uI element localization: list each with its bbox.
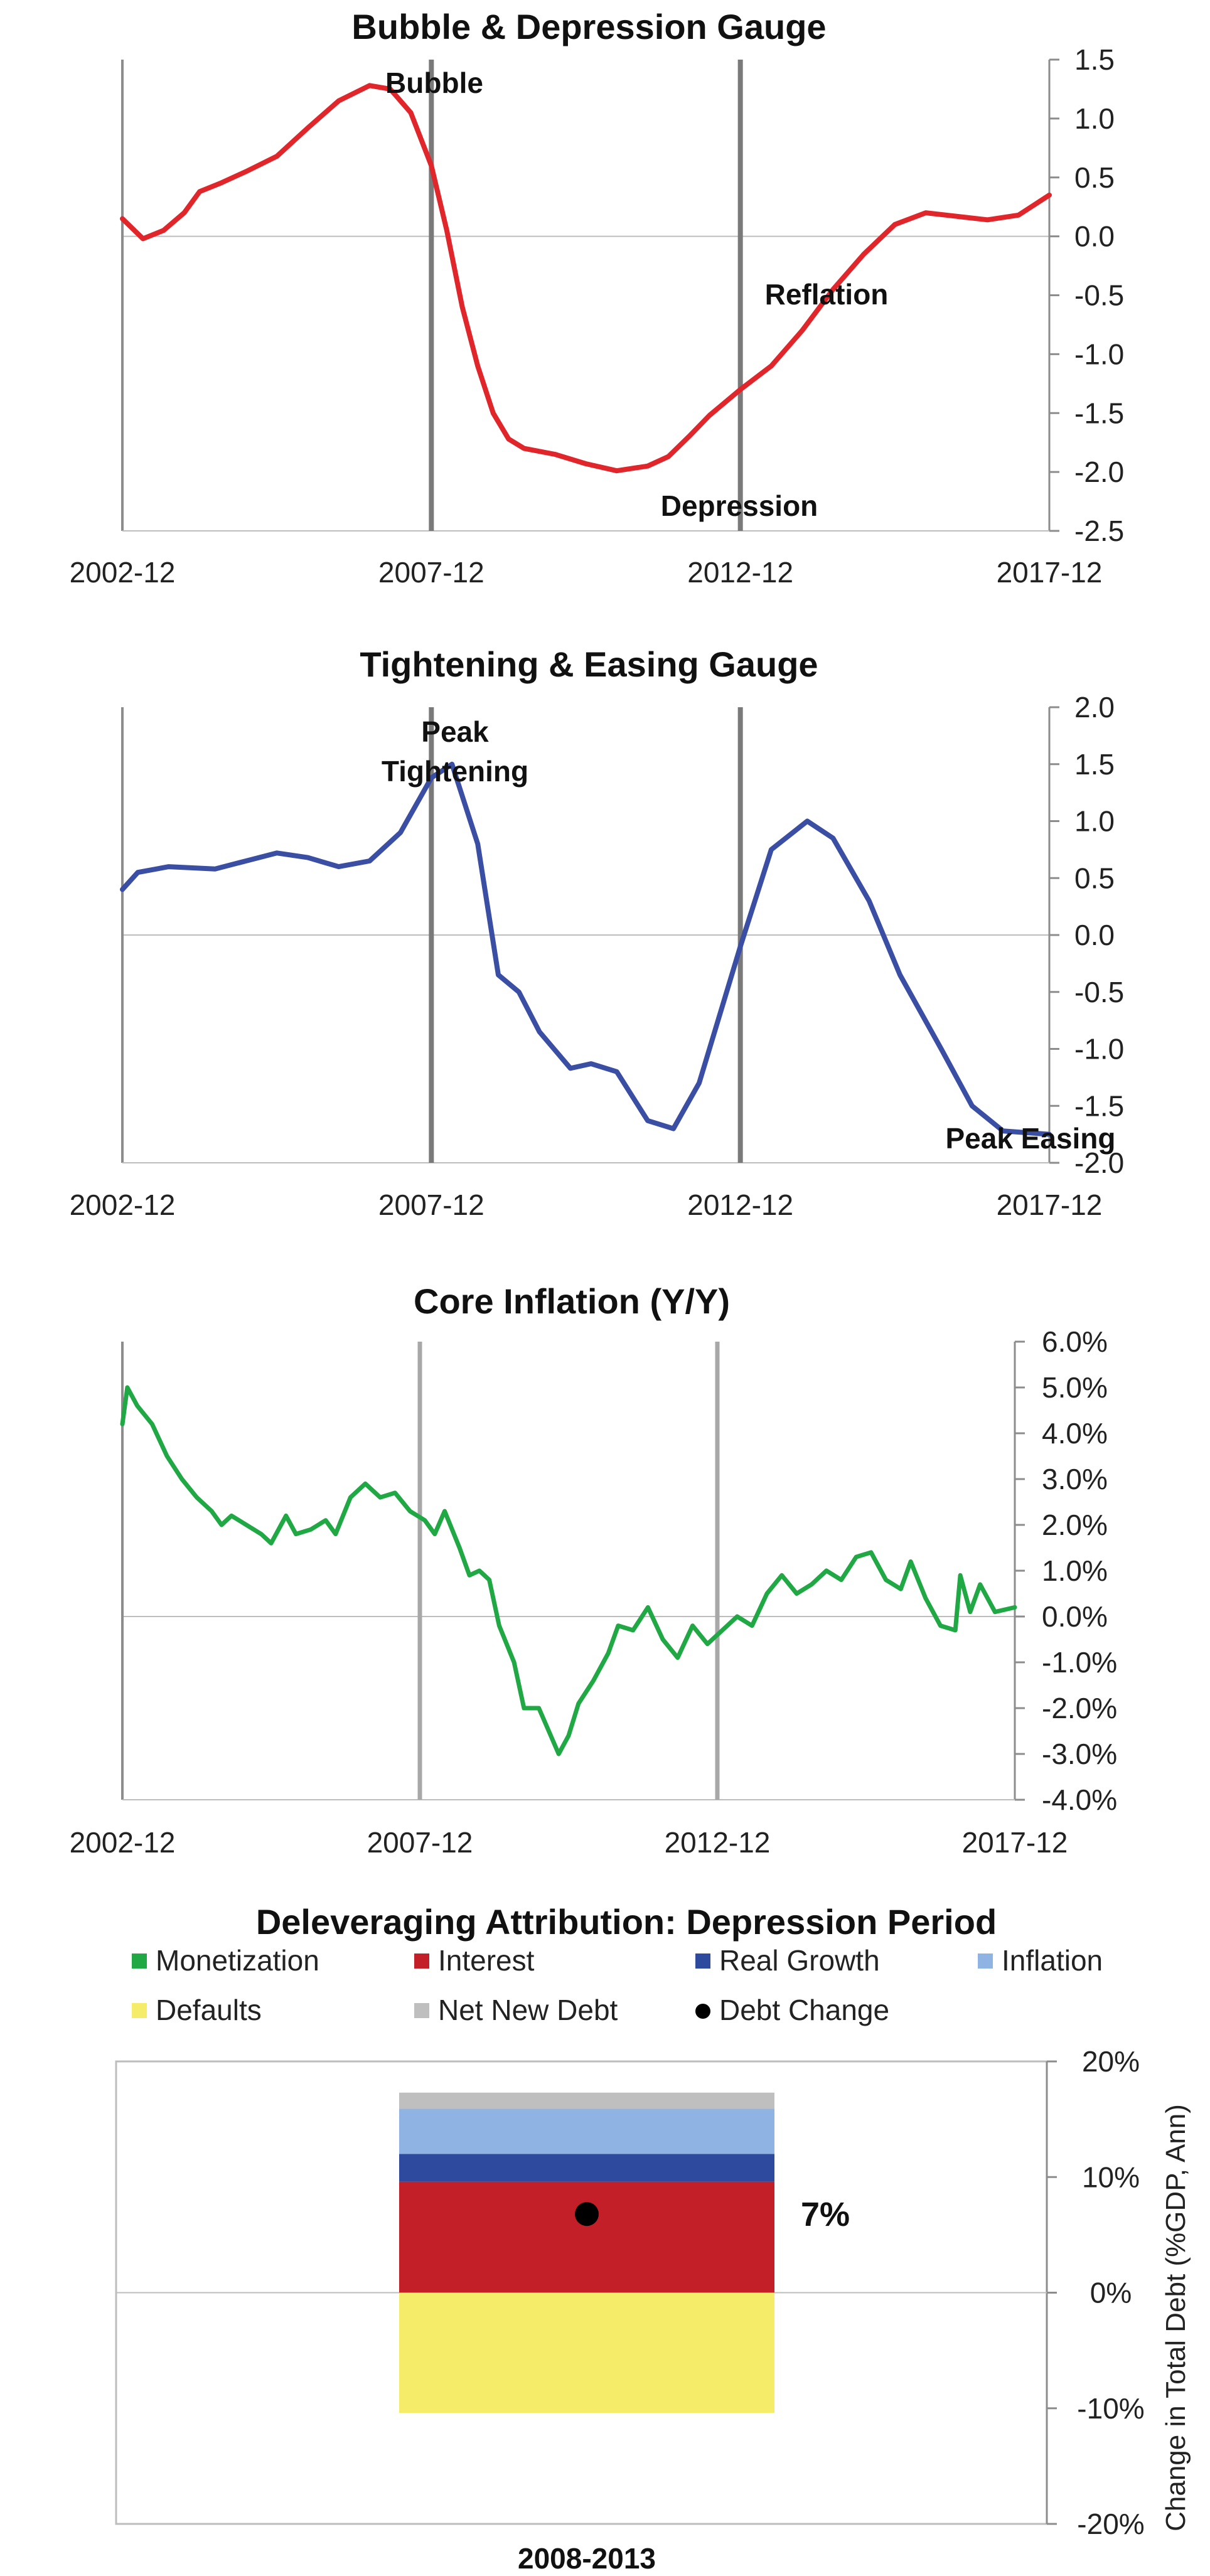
- legend-item: Debt Change: [695, 1994, 889, 2026]
- chart-title: Bubble & Depression Gauge: [351, 7, 826, 46]
- y-tick-label: 5.0%: [1042, 1371, 1108, 1404]
- y-tick-label: 6.0%: [1042, 1325, 1108, 1358]
- chart-title: Core Inflation (Y/Y): [414, 1281, 730, 1321]
- chart-title: Deleveraging Attribution: Depression Per…: [256, 1902, 997, 1942]
- y-tick-label: 1.0%: [1042, 1554, 1108, 1587]
- legend-label: Real Growth: [719, 1944, 880, 1977]
- debt-change-dot: [575, 2202, 599, 2226]
- legend-label: Interest: [438, 1944, 535, 1977]
- legend-label: Debt Change: [719, 1994, 889, 2026]
- y-tick-label: 1.5: [1074, 748, 1115, 781]
- category-label: 2008-2013: [518, 2542, 656, 2573]
- x-tick-label: 2007-12: [378, 1189, 485, 1221]
- x-tick-label: 2007-12: [378, 556, 485, 589]
- y-tick-label: -3.0%: [1042, 1738, 1117, 1770]
- y-tick-label: 3.0%: [1042, 1463, 1108, 1495]
- y-tick-label: 0%: [1090, 2277, 1132, 2309]
- legend-swatch: [132, 2003, 147, 2018]
- y-tick-label: -20%: [1077, 2508, 1144, 2540]
- bar-segment-net-new-debt: [399, 2092, 774, 2109]
- series-line: [120, 761, 1052, 1137]
- legend-item: Defaults: [132, 1994, 262, 2026]
- bar-segment-real-growth: [399, 2154, 774, 2182]
- series-line: [120, 1385, 1017, 1756]
- legend-swatch: [414, 1953, 429, 1969]
- line-chart-1: Bubble & Depression Gauge 1.5 1.0 0.5 0.0 -0.…: [70, 7, 1125, 589]
- y-tick-label: -2.0: [1074, 456, 1124, 488]
- y-tick-label: -4.0%: [1042, 1783, 1117, 1816]
- y-tick-label: -0.5: [1074, 976, 1124, 1008]
- y-tick-label: -1.0%: [1042, 1646, 1117, 1679]
- x-tick-label: 2012-12: [687, 1189, 793, 1221]
- x-tick-label: 2012-12: [687, 556, 793, 589]
- legend-item: Monetization: [132, 1944, 319, 1977]
- legend-item: Interest: [414, 1944, 535, 1977]
- chart-annotation: Peak Easing: [945, 1122, 1115, 1155]
- y-tick-label: -1.0: [1074, 1033, 1124, 1066]
- y-axis-label: Change in Total Debt (%GDP, Ann): [1160, 2104, 1191, 2531]
- x-tick-label: 2002-12: [70, 1826, 176, 1859]
- x-tick-label: 2007-12: [367, 1826, 473, 1859]
- x-tick-label: 2017-12: [997, 1189, 1103, 1221]
- debt-change-label: 7%: [801, 2196, 850, 2233]
- y-tick-label: -2.0: [1074, 1146, 1124, 1179]
- y-tick-label: -2.0%: [1042, 1692, 1117, 1724]
- legend-label: Monetization: [156, 1944, 319, 1977]
- y-tick-label: 2.0: [1074, 691, 1115, 724]
- legend-swatch: [695, 1953, 710, 1969]
- chart-annotation: Peak: [421, 715, 489, 748]
- y-tick-label: 20%: [1082, 2045, 1140, 2078]
- legend-marker-dot: [695, 2004, 710, 2019]
- bar-segment-interest: [399, 2181, 774, 2293]
- legend-label: Inflation: [1002, 1944, 1103, 1977]
- y-tick-label: -1.0: [1074, 338, 1124, 370]
- chart-annotation: Reflation: [765, 278, 889, 311]
- x-tick-label: 2017-12: [997, 556, 1103, 589]
- y-tick-label: -1.5: [1074, 397, 1124, 429]
- chart-annotation: Depression: [661, 489, 818, 522]
- legend-item: Inflation: [978, 1944, 1103, 1977]
- y-tick-label: -2.5: [1074, 515, 1124, 547]
- y-tick-label: 0.0: [1074, 220, 1115, 253]
- bar-segment-inflation: [399, 2108, 774, 2154]
- x-tick-label: 2012-12: [665, 1826, 771, 1859]
- x-tick-label: 2002-12: [70, 556, 176, 589]
- y-tick-label: 0.0%: [1042, 1600, 1108, 1633]
- y-tick-label: -0.5: [1074, 279, 1124, 312]
- y-tick-label: 1.0: [1074, 805, 1115, 838]
- y-tick-label: 10%: [1082, 2161, 1140, 2193]
- legend-swatch: [132, 1953, 147, 1969]
- legend-label: Defaults: [156, 1994, 262, 2026]
- y-tick-label: 0.0: [1074, 919, 1115, 951]
- legend-item: Net New Debt: [414, 1994, 618, 2026]
- y-tick-label: 0.5: [1074, 161, 1115, 194]
- series-line: [120, 83, 1052, 474]
- y-tick-label: 0.5: [1074, 862, 1115, 894]
- line-chart-3: Core Inflation (Y/Y) 6.0% 5.0% 4.0% 3.0% 2.0%…: [70, 1281, 1118, 1859]
- bar-chart: Deleveraging Attribution: Depression Per…: [115, 1902, 1191, 2575]
- x-tick-label: 2002-12: [70, 1189, 176, 1221]
- chart-annotation: Tightening: [382, 755, 528, 788]
- chart-annotation: Bubble: [385, 67, 483, 99]
- y-tick-label: 4.0%: [1042, 1417, 1108, 1450]
- y-tick-label: 1.5: [1074, 43, 1115, 76]
- y-tick-label: -10%: [1077, 2392, 1144, 2425]
- legend-label: Net New Debt: [438, 1994, 618, 2026]
- y-tick-label: 1.0: [1074, 102, 1115, 135]
- chart-title: Tightening & Easing Gauge: [360, 644, 818, 684]
- x-tick-label: 2017-12: [962, 1826, 1068, 1859]
- bar-segment-defaults: [399, 2292, 774, 2413]
- line-chart-2: Tightening & Easing Gauge 2.0 1.5 1.0 0.5 0.0…: [70, 644, 1125, 1221]
- legend-swatch: [414, 2003, 429, 2018]
- legend-swatch: [978, 1953, 993, 1969]
- y-tick-label: -1.5: [1074, 1089, 1124, 1122]
- y-tick-label: 2.0%: [1042, 1509, 1108, 1541]
- legend-item: Real Growth: [695, 1944, 880, 1977]
